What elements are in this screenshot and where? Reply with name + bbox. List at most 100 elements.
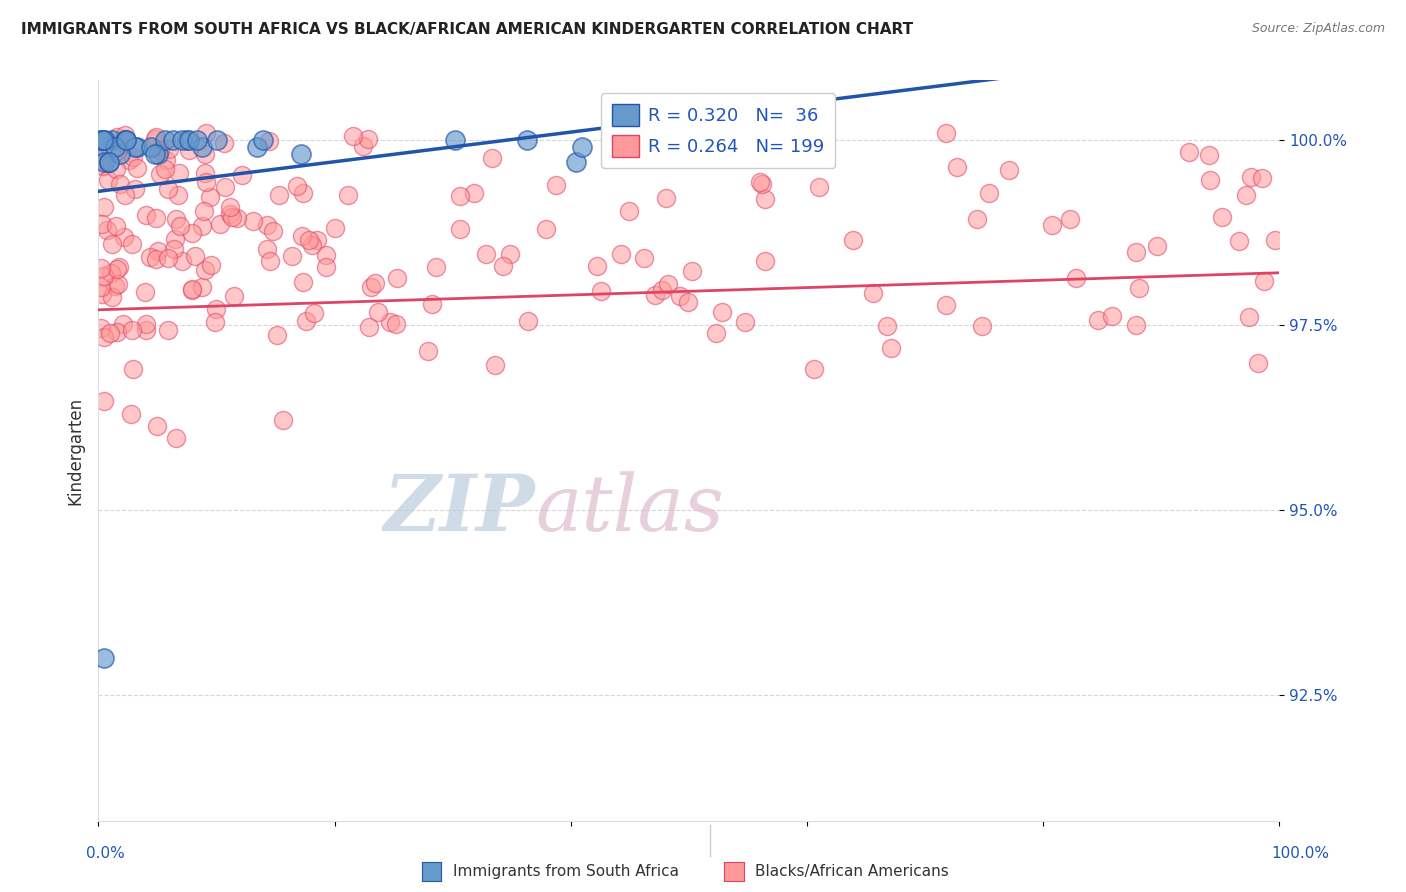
Point: [209, 217, 232, 231]
Point: [165, 211, 187, 226]
Point: [194, 166, 217, 180]
Point: [246, 140, 269, 154]
Point: [127, 161, 149, 175]
Point: [785, 137, 807, 152]
Point: [444, 132, 467, 146]
Point: [734, 315, 756, 329]
Point: [157, 142, 180, 156]
Point: [357, 320, 380, 334]
Point: [148, 244, 170, 258]
Point: [204, 315, 226, 329]
Point: [105, 261, 128, 276]
Point: [110, 147, 132, 161]
Point: [90, 280, 112, 294]
Point: [1128, 281, 1150, 295]
Point: [135, 207, 157, 221]
Point: [101, 237, 124, 252]
Point: [1040, 218, 1063, 232]
Point: [1178, 145, 1201, 160]
Point: [194, 126, 217, 140]
Point: [93, 140, 115, 154]
Point: [207, 132, 229, 146]
Point: [221, 210, 243, 224]
Point: [167, 188, 190, 202]
Point: [754, 192, 776, 206]
Point: [291, 229, 314, 244]
Point: [633, 251, 655, 265]
Point: [291, 186, 314, 200]
Point: [291, 276, 314, 290]
Point: [384, 317, 406, 331]
Point: [91, 132, 114, 146]
Point: [364, 277, 387, 291]
Point: [101, 132, 124, 146]
Point: [153, 132, 176, 146]
Point: [190, 280, 212, 294]
Point: [751, 177, 773, 191]
Point: [711, 304, 734, 318]
Text: Immigrants from South Africa: Immigrants from South Africa: [453, 864, 679, 879]
Point: [105, 219, 128, 233]
Point: [180, 283, 202, 297]
Point: [651, 283, 673, 297]
Text: Source: ZipAtlas.com: Source: ZipAtlas.com: [1251, 22, 1385, 36]
Point: [97, 154, 120, 169]
Text: atlas: atlas: [536, 472, 724, 548]
Point: [134, 285, 156, 299]
Point: [880, 341, 903, 355]
Point: [360, 280, 382, 294]
Point: [749, 176, 772, 190]
Point: [935, 298, 957, 312]
Point: [108, 260, 131, 274]
Point: [143, 147, 166, 161]
Point: [387, 271, 409, 285]
Point: [184, 249, 207, 263]
Point: [281, 249, 304, 263]
Point: [257, 134, 280, 148]
Point: [149, 143, 172, 157]
Legend: R = 0.320   N=  36, R = 0.264   N= 199: R = 0.320 N= 36, R = 0.264 N= 199: [602, 93, 835, 168]
Point: [644, 288, 666, 302]
Point: [153, 162, 176, 177]
Point: [194, 262, 217, 277]
Point: [172, 132, 194, 146]
Point: [862, 286, 884, 301]
Point: [100, 266, 122, 280]
Point: [378, 315, 401, 329]
Point: [463, 186, 485, 200]
Point: [181, 282, 204, 296]
Point: [165, 431, 187, 445]
Point: [193, 204, 215, 219]
Point: [101, 290, 124, 304]
Point: [90, 287, 112, 301]
Point: [681, 264, 703, 278]
Point: [93, 200, 115, 214]
Point: [120, 407, 142, 421]
Point: [657, 277, 679, 292]
Point: [112, 230, 135, 244]
Point: [481, 151, 503, 165]
Point: [290, 147, 312, 161]
Point: [115, 132, 138, 146]
Point: [1234, 188, 1257, 202]
Point: [998, 163, 1021, 178]
Point: [145, 211, 167, 226]
Point: [1227, 234, 1250, 248]
Point: [450, 189, 472, 203]
Point: [1059, 211, 1081, 226]
Point: [449, 221, 471, 235]
Point: [94, 132, 117, 146]
Point: [534, 221, 557, 235]
Point: [93, 650, 115, 665]
Point: [146, 147, 169, 161]
Point: [352, 139, 374, 153]
Point: [609, 247, 631, 261]
Point: [475, 247, 498, 261]
Point: [93, 329, 115, 343]
Point: [163, 243, 186, 257]
Point: [218, 207, 240, 221]
Point: [98, 154, 121, 169]
Point: [571, 140, 593, 154]
Point: [970, 318, 993, 333]
Point: [1125, 318, 1147, 332]
